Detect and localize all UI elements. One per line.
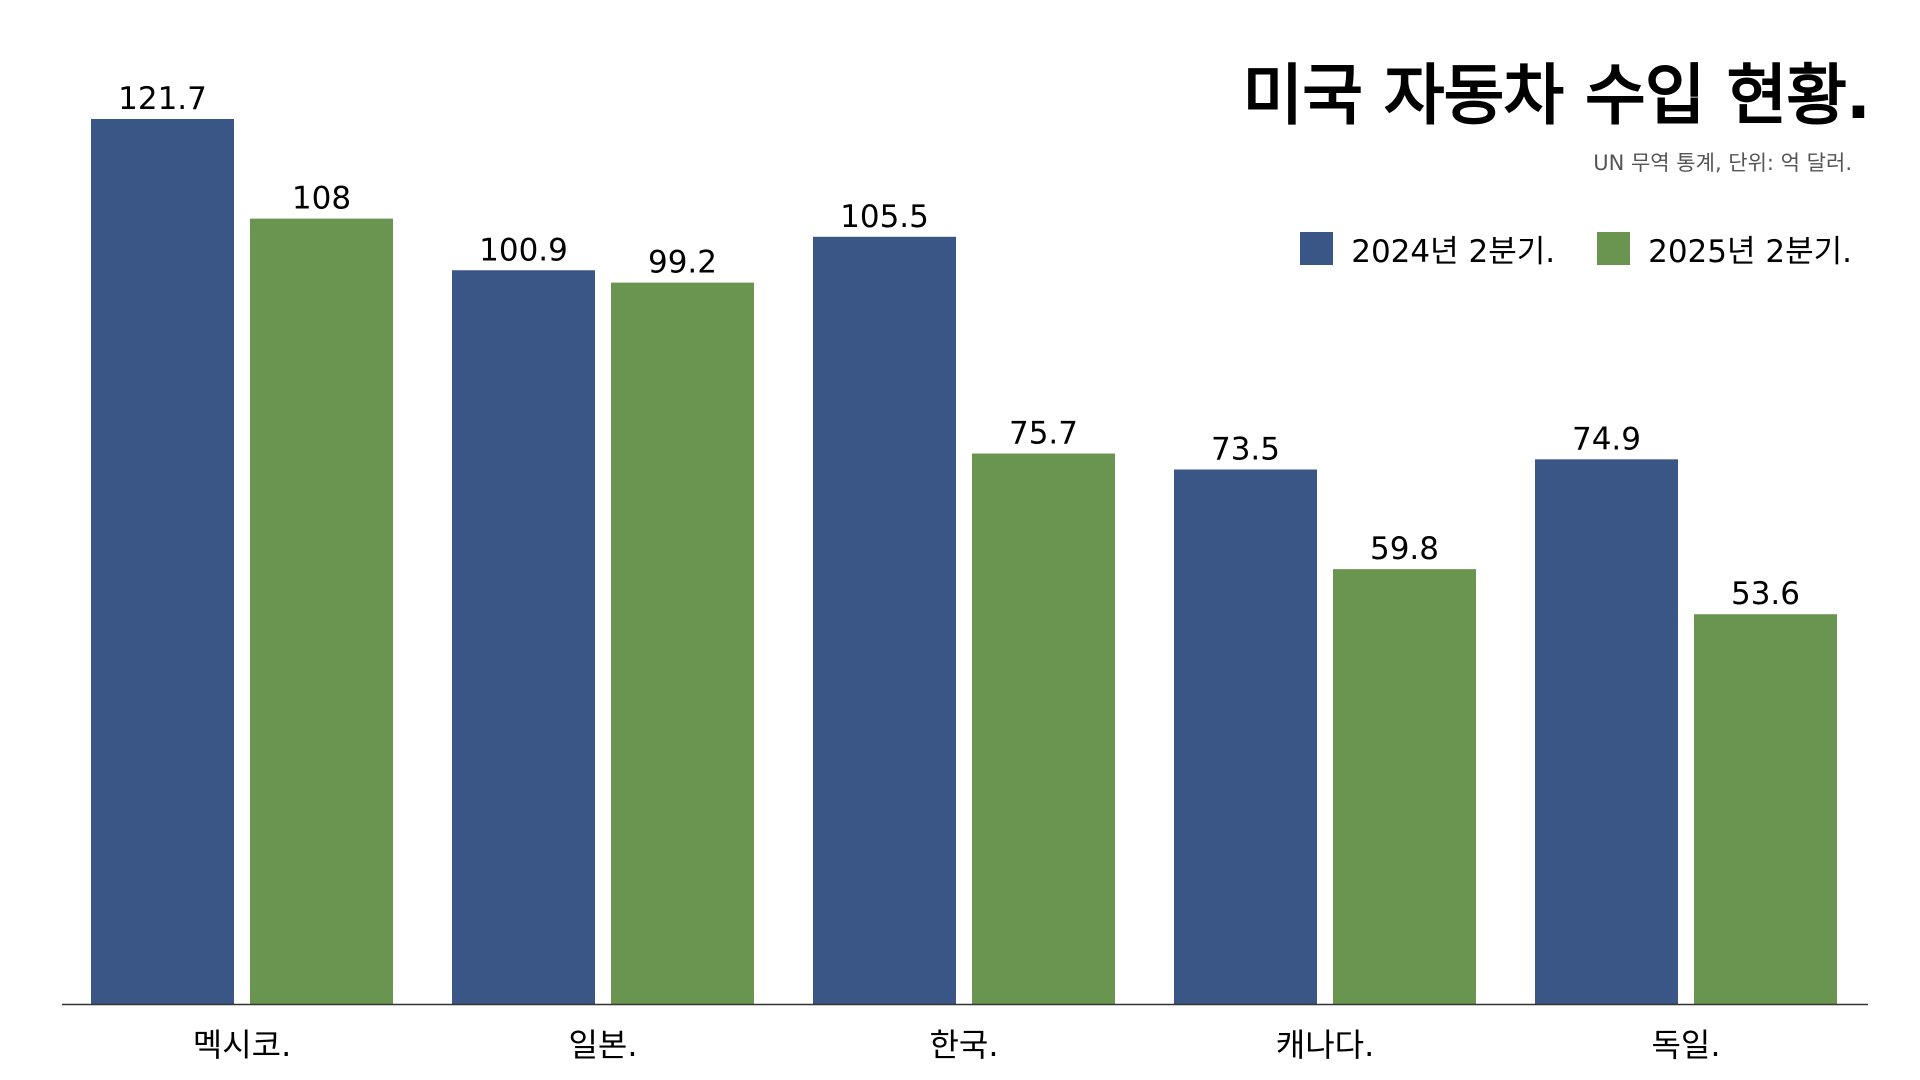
- bar-germany-2024-q2: [1535, 459, 1678, 1004]
- legend-item-2024-q2: 2024년 2분기.: [1300, 226, 1555, 271]
- value-label-japan-2025-q2: 99.2: [648, 245, 717, 281]
- value-label-korea-2025-q2: 75.7: [1009, 416, 1078, 452]
- chart-subtitle: UN 무역 통계, 단위: 억 달러.: [1593, 151, 1852, 175]
- bar-korea-2025-q2: [972, 453, 1115, 1004]
- bar-japan-2025-q2: [611, 282, 754, 1004]
- legend-swatch-2024-q2: [1300, 232, 1334, 265]
- legend-item-2025-q2: 2025년 2분기.: [1597, 226, 1852, 271]
- category-label-korea: 한국.: [929, 1026, 998, 1064]
- bar-canada-2025-q2: [1333, 569, 1476, 1004]
- bar-korea-2024-q2: [813, 236, 956, 1004]
- category-label-mexico: 멕시코.: [193, 1026, 292, 1064]
- value-label-mexico-2024-q2: 121.7: [118, 81, 207, 117]
- value-label-canada-2025-q2: 59.8: [1370, 531, 1439, 567]
- value-label-canada-2024-q2: 73.5: [1211, 432, 1280, 468]
- category-label-canada: 캐나다.: [1276, 1026, 1375, 1064]
- bar-mexico-2024-q2: [91, 119, 234, 1004]
- value-label-japan-2024-q2: 100.9: [479, 232, 568, 268]
- value-label-mexico-2025-q2: 108: [292, 181, 351, 217]
- chart-title: 미국 자동차 수입 현황.: [1242, 57, 1871, 134]
- value-label-germany-2025-q2: 53.6: [1731, 576, 1800, 612]
- bar-japan-2024-q2: [452, 270, 595, 1004]
- category-label-germany: 독일.: [1651, 1026, 1720, 1064]
- bar-mexico-2025-q2: [250, 218, 393, 1005]
- legend-swatch-2025-q2: [1597, 232, 1631, 265]
- value-label-germany-2024-q2: 74.9: [1572, 421, 1641, 457]
- bar-germany-2025-q2: [1694, 614, 1837, 1004]
- legend: 2024년 2분기. 2025년 2분기.: [1300, 226, 1852, 271]
- legend-label-2024-q2: 2024년 2분기.: [1351, 234, 1556, 270]
- category-label-japan: 일본.: [568, 1026, 637, 1064]
- legend-label-2025-q2: 2025년 2분기.: [1648, 234, 1852, 270]
- value-label-korea-2024-q2: 105.5: [840, 199, 929, 235]
- bar-canada-2024-q2: [1174, 469, 1317, 1004]
